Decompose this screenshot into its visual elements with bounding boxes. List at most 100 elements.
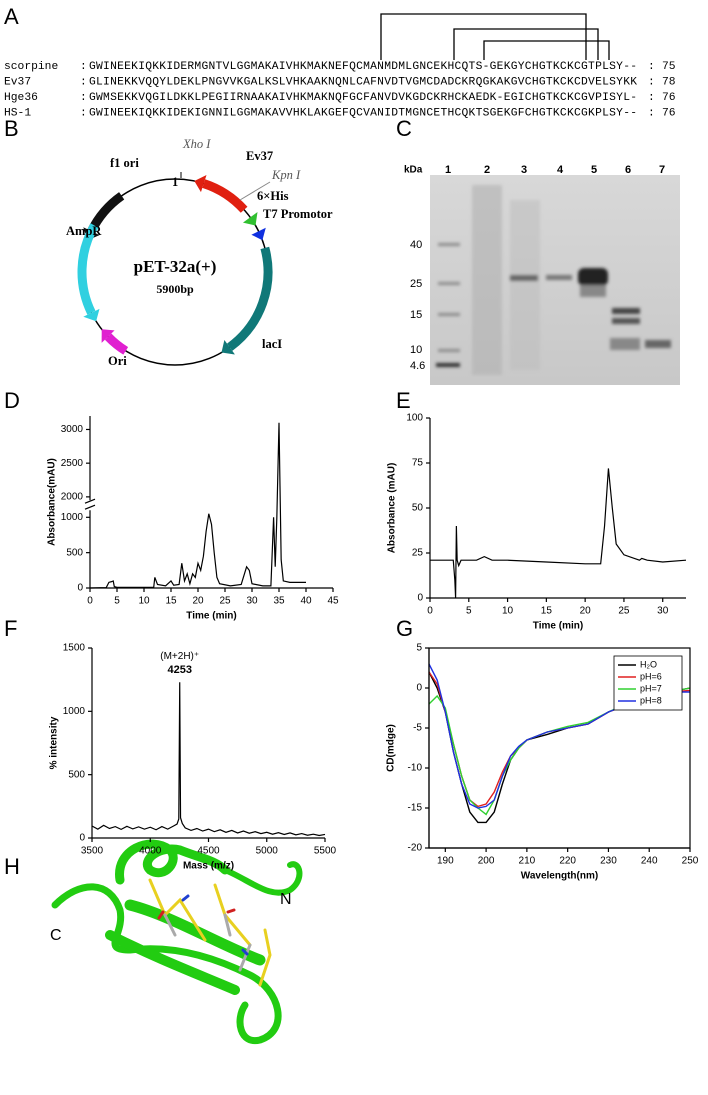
x-tick-label: 0: [87, 596, 93, 607]
lane-label: 3: [521, 164, 527, 176]
sequence-name: Ev37: [4, 76, 31, 88]
x-tick-label: 240: [641, 856, 658, 867]
lane-label: 5: [591, 164, 597, 176]
y-tick-label: 75: [412, 458, 424, 469]
plasmid-label: AmpR: [66, 224, 102, 238]
y-axis-title: CD(mdge): [386, 724, 397, 772]
plasmid-label: T7 Promotor: [263, 207, 333, 221]
sequence-name: Hge36: [4, 92, 38, 104]
sequence: GLINEKKVQQYLDEKLPNGVVKGALKSLVHKAAKNQNLCA…: [89, 76, 637, 88]
data-line: [430, 468, 687, 599]
separator: :: [80, 107, 87, 119]
plasmid-size: 5900bp: [156, 282, 194, 296]
plasmid-label: Kpn I: [271, 168, 301, 182]
sequence-length: 75: [662, 61, 676, 73]
y-axis-title: Absorbance (mAU): [387, 463, 398, 554]
y-tick-label: 1500: [63, 643, 86, 654]
panel-label: G: [396, 616, 413, 641]
axis-break: [84, 498, 96, 510]
disulfide-brackets: [380, 13, 610, 60]
x-tick-label: 10: [138, 596, 150, 607]
plasmid-label: 6×His: [257, 189, 289, 203]
x-tick-label: 5: [114, 596, 120, 607]
x-tick-label: 200: [478, 856, 495, 867]
x-tick-label: 20: [580, 606, 592, 617]
x-tick-label: 15: [541, 606, 553, 617]
x-tick-label: 210: [519, 856, 536, 867]
x-tick-label: 230: [600, 856, 617, 867]
sequence-length: 78: [662, 76, 676, 88]
y-tick-label: 500: [68, 769, 85, 780]
plasmid-label: Xho I: [182, 137, 211, 151]
plasmid-label: Ev37: [246, 149, 273, 163]
lane-label: 1: [445, 164, 451, 176]
panel-label: H: [4, 854, 20, 879]
plasmid-label: Ori: [108, 354, 127, 368]
y-tick-label: 1000: [63, 706, 86, 717]
y-tick-label: -10: [408, 763, 423, 774]
separator: :: [648, 107, 655, 119]
x-tick-label: 45: [327, 596, 339, 607]
y-tick-label: 100: [406, 413, 423, 424]
plasmid-feature: [202, 179, 248, 213]
x-tick-label: 30: [246, 596, 258, 607]
separator: :: [80, 61, 87, 73]
lane-label: 7: [659, 164, 665, 176]
y-tick-label: -20: [408, 843, 423, 854]
panel-label: E: [396, 388, 411, 413]
y-tick-label: 5: [416, 643, 422, 654]
gel-unit: kDa: [404, 165, 423, 176]
x-tick-label: 250: [682, 856, 699, 867]
separator: :: [80, 76, 87, 88]
x-tick-label: 40: [300, 596, 312, 607]
y-tick-label: 2500: [61, 458, 84, 469]
x-axis-title: Time (min): [533, 621, 583, 632]
y-tick-label: 0: [79, 833, 85, 844]
lane-label: 6: [625, 164, 631, 176]
marker-label: 4.6: [410, 360, 425, 372]
plot-frame: [428, 647, 691, 849]
legend-label: H₂O: [640, 659, 657, 669]
x-axis-title: Mass (m/z): [183, 861, 234, 872]
x-axis-title: Time (min): [186, 611, 236, 622]
x-tick-label: 30: [657, 606, 669, 617]
plasmid-feature: [77, 223, 99, 315]
sequence-length: 76: [662, 92, 676, 104]
x-tick-label: 4000: [139, 846, 162, 857]
x-tick-label: 15: [165, 596, 177, 607]
sequence-name: scorpine: [4, 61, 58, 73]
marker-label: 40: [410, 239, 422, 251]
lane-label: 4: [557, 164, 564, 176]
plasmid-pointer: [239, 181, 271, 201]
x-tick-label: 3500: [81, 846, 104, 857]
separator: :: [648, 76, 655, 88]
y-axis-title: Absorbance(mAU): [47, 458, 58, 546]
legend-label: pH=7: [640, 683, 662, 693]
lane-label: 2: [484, 164, 490, 176]
y-tick-label: -15: [408, 803, 423, 814]
x-tick-label: 10: [502, 606, 514, 617]
y-tick-label: 0: [417, 593, 423, 604]
plasmid-arrowhead: [101, 329, 115, 343]
sequence-name: HS-1: [4, 107, 31, 119]
y-axis-title: % intensity: [49, 716, 60, 769]
marker-label: 15: [410, 309, 422, 321]
x-axis-title: Wavelength(nm): [521, 871, 598, 882]
protein-structure: [51, 839, 303, 1045]
x-tick-label: 20: [192, 596, 204, 607]
sequence: GWMSEKKVQGILDKKLPEGIIRNAAKAIVHKMAKNQFGCF…: [89, 92, 637, 104]
peak-annotation: 4253: [167, 664, 191, 676]
x-tick-label: 35: [273, 596, 285, 607]
panel-label: C: [396, 116, 412, 141]
y-tick-label: 0: [77, 583, 83, 594]
structure-label: N: [280, 891, 292, 908]
plasmid-arrowhead: [242, 212, 258, 226]
y-tick-label: 3000: [61, 424, 84, 435]
plasmid-label: 1: [172, 175, 178, 189]
plasmid-arrowhead: [194, 174, 207, 193]
peak-annotation: (M+2H)⁺: [160, 651, 199, 662]
plasmid-feature: [226, 246, 273, 351]
x-tick-label: 4500: [197, 846, 220, 857]
y-tick-label: 2000: [61, 492, 84, 503]
